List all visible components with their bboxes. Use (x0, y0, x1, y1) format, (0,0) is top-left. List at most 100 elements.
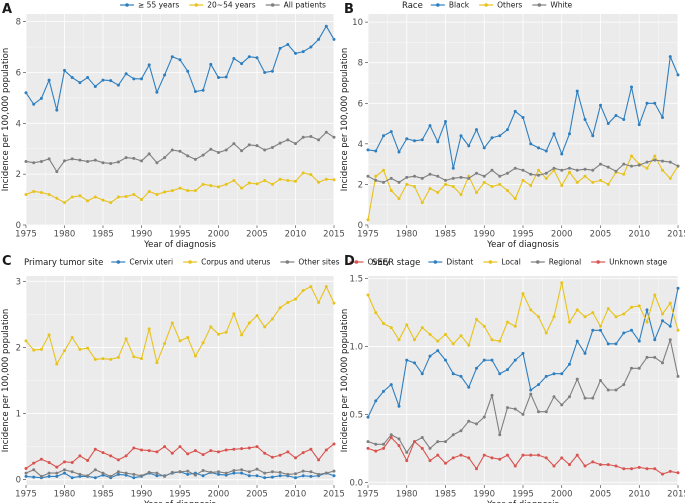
data-point (630, 85, 633, 89)
data-point (124, 454, 128, 458)
data-point (78, 454, 82, 458)
data-point (405, 450, 409, 454)
data-point (413, 139, 416, 143)
data-point (490, 358, 494, 362)
data-point (324, 471, 328, 475)
data-point (217, 151, 220, 155)
data-point (397, 444, 401, 448)
y-tick-label: 4 (16, 119, 21, 129)
legend-item: Other sites (280, 258, 340, 267)
data-point (317, 300, 321, 304)
legend-item: All patients (265, 1, 326, 10)
data-point (529, 453, 533, 457)
data-point (47, 157, 51, 161)
data-point (637, 465, 641, 469)
data-point (209, 325, 213, 329)
data-point (521, 412, 525, 416)
data-point (263, 148, 267, 152)
data-point (163, 341, 167, 345)
data-point (186, 154, 190, 158)
data-point (232, 142, 236, 146)
data-point (413, 361, 416, 365)
data-point (645, 467, 649, 471)
data-point (147, 189, 151, 193)
data-point (676, 328, 680, 332)
legend-item: Ovary (349, 258, 391, 267)
data-point (224, 182, 228, 186)
data-point (240, 62, 244, 66)
data-point (317, 180, 321, 184)
data-point (32, 102, 36, 106)
legend: Race Black Others White (402, 1, 573, 11)
data-point (24, 466, 28, 470)
data-point (263, 179, 267, 183)
data-point (645, 166, 649, 170)
data-point (591, 460, 595, 464)
data-point (217, 472, 220, 476)
data-point (599, 103, 602, 107)
data-point (405, 323, 409, 327)
data-point (490, 168, 494, 172)
data-point (521, 178, 525, 182)
data-point (668, 324, 672, 328)
data-point (232, 468, 236, 472)
data-point (583, 464, 587, 468)
data-point (278, 453, 282, 457)
data-point (232, 447, 236, 451)
x-tick-label: 2010 (628, 490, 650, 500)
data-point (324, 448, 328, 452)
data-point (451, 166, 455, 170)
data-point (55, 170, 59, 174)
data-point (86, 159, 90, 163)
data-point (209, 184, 213, 188)
data-point (405, 358, 409, 362)
x-tick-label: 1975 (357, 230, 379, 240)
data-point (247, 321, 251, 325)
data-point (653, 467, 657, 471)
data-point (163, 445, 167, 449)
data-point (606, 307, 610, 311)
data-point (332, 178, 336, 182)
series-ovary (24, 442, 336, 470)
x-axis-title: Year of diagnosis (486, 500, 559, 503)
data-point (544, 410, 548, 414)
data-point (661, 319, 664, 323)
data-point (193, 473, 197, 477)
data-point (93, 357, 97, 361)
legend-label: 20~54 years (207, 1, 255, 10)
data-point (436, 191, 440, 195)
data-point (444, 332, 447, 336)
data-point (552, 372, 556, 376)
data-point (622, 312, 626, 316)
data-point (436, 339, 440, 343)
series-unknown-stage (366, 436, 680, 476)
legend-item: Unknown stage (591, 258, 668, 267)
data-point (309, 447, 313, 451)
data-point (301, 289, 305, 293)
data-point (93, 195, 97, 199)
data-point (294, 472, 297, 476)
data-point (224, 330, 228, 334)
data-point (217, 332, 220, 336)
data-point (101, 357, 105, 361)
data-point (32, 189, 36, 193)
data-point (132, 156, 136, 160)
data-point (397, 180, 401, 184)
data-point (389, 436, 393, 439)
data-point (544, 374, 548, 378)
data-point (420, 176, 424, 180)
data-point (366, 415, 370, 419)
data-point (132, 355, 136, 359)
series-regional (366, 338, 680, 454)
data-point (101, 78, 105, 82)
data-point (217, 76, 220, 80)
data-point (614, 464, 618, 468)
data-point (676, 286, 680, 290)
data-point (668, 469, 672, 473)
x-tick-label: 2005 (590, 230, 612, 240)
data-point (39, 474, 43, 478)
data-point (482, 415, 486, 419)
data-point (374, 442, 378, 446)
x-axis-title: Year of diagnosis (486, 240, 559, 250)
